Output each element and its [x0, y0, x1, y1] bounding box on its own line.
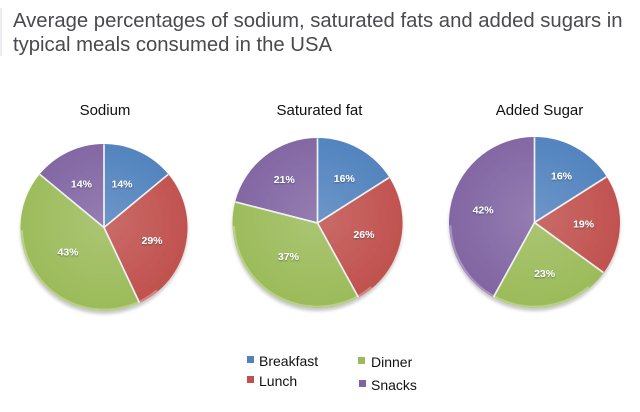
svg-text:43%: 43% — [57, 246, 79, 258]
svg-text:19%: 19% — [573, 218, 595, 230]
svg-text:37%: 37% — [278, 251, 300, 263]
svg-text:26%: 26% — [353, 229, 375, 241]
svg-text:14%: 14% — [111, 179, 133, 191]
svg-text:42%: 42% — [473, 204, 495, 216]
svg-text:21%: 21% — [274, 174, 296, 186]
svg-text:14%: 14% — [71, 179, 93, 191]
svg-text:16%: 16% — [334, 173, 356, 185]
svg-text:29%: 29% — [141, 235, 163, 247]
svg-text:23%: 23% — [534, 268, 556, 280]
svg-text:16%: 16% — [551, 171, 573, 183]
